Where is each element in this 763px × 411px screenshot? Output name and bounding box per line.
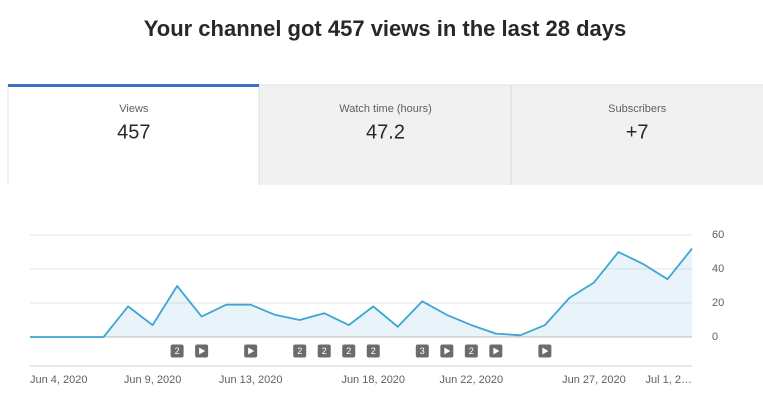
x-tick-label: Jun 27, 2020 — [562, 374, 626, 386]
event-marker-bg — [366, 344, 380, 358]
event-marker-bg — [317, 344, 331, 358]
play-icon — [199, 347, 206, 355]
video-marker — [538, 344, 552, 358]
video-marker — [440, 344, 454, 358]
event-count: 2 — [175, 346, 180, 356]
event-count: 3 — [420, 346, 425, 356]
video-marker — [195, 344, 209, 358]
line — [30, 248, 693, 338]
tab-value: 457 — [117, 121, 150, 143]
play-icon — [248, 347, 255, 355]
event-marker-bg — [342, 344, 356, 358]
x-tick-label: Jul 1, 2… — [646, 374, 692, 386]
video-marker — [489, 344, 503, 358]
event-marker-bg — [415, 344, 429, 358]
event-count: 2 — [346, 346, 351, 356]
event-marker: 2 — [342, 344, 356, 358]
event-marker: 2 — [464, 344, 478, 358]
event-marker: 3 — [415, 344, 429, 358]
event-count: 2 — [469, 346, 474, 356]
event-count: 2 — [297, 346, 302, 356]
event-marker: 2 — [366, 344, 380, 358]
event-count: 2 — [322, 346, 327, 356]
event-marker-bg — [170, 344, 184, 358]
event-marker: 2 — [170, 344, 184, 358]
page-title: Your channel got 457 views in the last 2… — [144, 16, 627, 41]
play-icon — [542, 347, 549, 355]
active-tab-indicator — [8, 84, 259, 87]
event-count: 2 — [371, 346, 376, 356]
play-icon — [444, 347, 451, 355]
x-tick-label: Jun 13, 2020 — [219, 374, 283, 386]
tab-label: Views — [119, 103, 149, 115]
x-tick-label: Jun 22, 2020 — [440, 374, 504, 386]
y-tick-label: 0 — [712, 331, 718, 343]
y-tick-label: 60 — [712, 229, 724, 241]
event-marker-bg — [293, 344, 307, 358]
metric-tab[interactable]: Watch time (hours) 47.2 — [339, 103, 432, 143]
tab-value: +7 — [626, 121, 649, 143]
x-tick-label: Jun 4, 2020 — [30, 374, 88, 386]
tab-label: Subscribers — [608, 103, 667, 115]
x-tick-label: Jun 18, 2020 — [341, 374, 405, 386]
tab-value: 47.2 — [366, 121, 405, 143]
video-marker — [244, 344, 258, 358]
play-icon — [493, 347, 500, 355]
y-tick-label: 40 — [712, 263, 724, 275]
event-marker-bg — [464, 344, 478, 358]
metric-tab[interactable]: Subscribers +7 — [608, 103, 667, 143]
y-tick-label: 20 — [712, 297, 724, 309]
metric-tab[interactable]: Views 457 — [117, 103, 150, 143]
event-marker: 2 — [293, 344, 307, 358]
x-tick-label: Jun 9, 2020 — [124, 374, 182, 386]
event-marker: 2 — [317, 344, 331, 358]
tab-label: Watch time (hours) — [339, 103, 432, 115]
area-fill — [30, 248, 692, 337]
